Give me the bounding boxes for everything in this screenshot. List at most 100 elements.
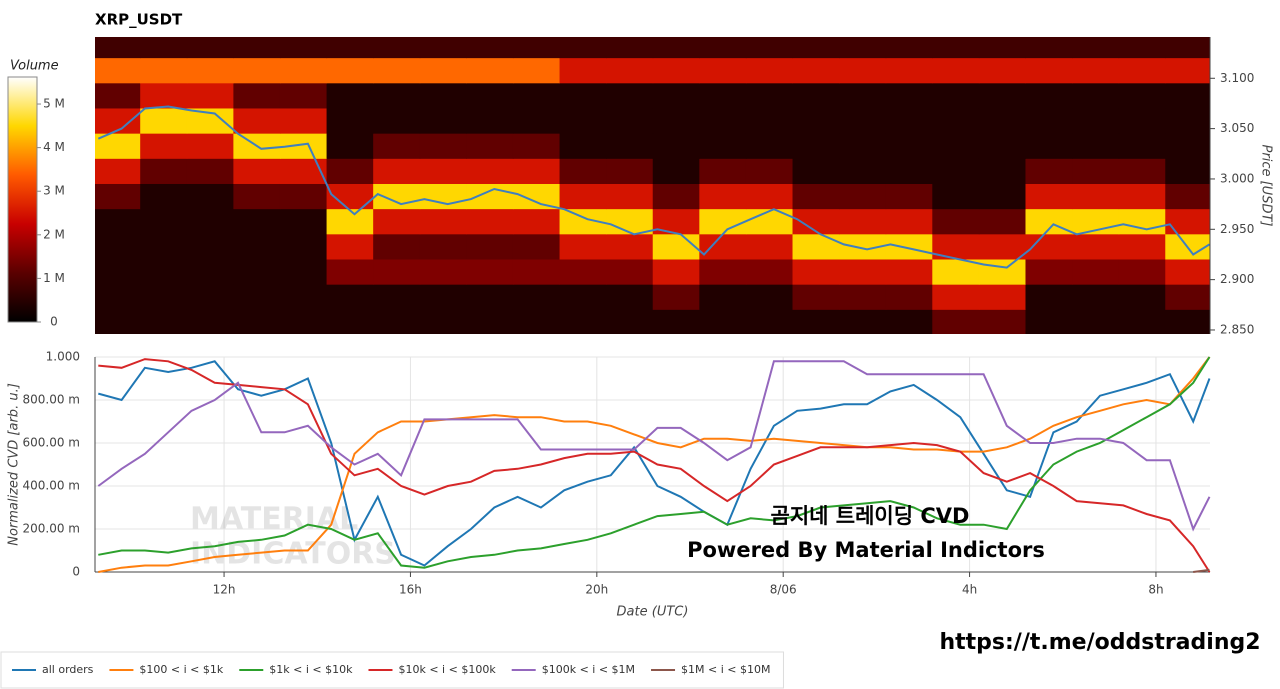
- heat-cell: [606, 82, 654, 109]
- x-tick-label: 12h: [213, 583, 236, 597]
- heat-cell: [140, 107, 188, 134]
- heat-cell: [326, 233, 374, 260]
- legend-label: $1M < i < $10M: [681, 663, 770, 676]
- price-line: [97, 105, 1210, 269]
- heat-cell: [326, 57, 374, 84]
- heat-cell: [466, 57, 514, 84]
- heat-cell: [186, 284, 234, 310]
- heat-cell: [745, 133, 794, 159]
- heat-cell: [699, 208, 747, 235]
- heat-cell: [978, 183, 1026, 210]
- heat-cell: [1118, 57, 1166, 84]
- y-tick-label: 3.100: [1220, 71, 1254, 85]
- heat-cell: [279, 309, 328, 334]
- heat-cell: [233, 284, 281, 310]
- heat-cell: [1072, 309, 1120, 334]
- watermark: MATERIAL: [190, 502, 358, 537]
- heat-cell: [140, 309, 188, 334]
- heat-cell: [512, 233, 561, 260]
- y-tick-label: 3.050: [1220, 121, 1254, 135]
- heat-cell: [512, 57, 561, 84]
- heat-cell: [606, 208, 654, 235]
- heat-cell: [932, 57, 980, 84]
- heat-cell: [512, 82, 561, 109]
- heat-cell: [1072, 133, 1120, 159]
- heat-cell: [1118, 233, 1166, 260]
- heat-cell: [419, 57, 467, 84]
- colorbar-tick-label: 1 M: [43, 271, 65, 285]
- heat-cell: [559, 284, 607, 310]
- heat-cell: [699, 233, 747, 260]
- colorbar-label: Volume: [10, 59, 59, 74]
- heat-cell: [140, 57, 188, 84]
- heat-cell: [839, 309, 887, 334]
- heat-cell: [606, 57, 654, 84]
- heat-cell: [373, 309, 421, 334]
- heat-cell: [652, 57, 700, 84]
- heat-cell: [1072, 82, 1120, 109]
- heat-cell: [885, 82, 933, 109]
- heat-cell: [233, 57, 281, 84]
- heat-cell: [419, 107, 467, 134]
- heat-cell: [95, 284, 141, 310]
- y-tick-label: 2.900: [1220, 272, 1254, 286]
- heat-cell: [1165, 208, 1210, 235]
- heat-cell: [326, 82, 374, 109]
- series-lines: [97, 356, 1211, 573]
- heat-cell: [1165, 309, 1210, 334]
- heat-cell: [699, 107, 747, 134]
- heat-cell: [186, 107, 234, 134]
- heat-cell: [466, 233, 514, 260]
- y-axis-label: Normalized CVD [arb. u.]: [7, 383, 22, 546]
- heat-cell: [186, 208, 234, 235]
- heat-cell: [512, 158, 561, 184]
- heat-cell: [839, 183, 887, 210]
- heat-cell: [1072, 233, 1120, 260]
- heat-cell: [699, 183, 747, 210]
- heat-cell: [1118, 183, 1166, 210]
- y-tick-label: 400.00 m: [23, 479, 81, 493]
- heat-cell: [326, 284, 374, 310]
- heat-cell: [512, 309, 561, 334]
- heat-cell: [95, 82, 141, 109]
- heat-cell: [745, 37, 794, 59]
- heat-cell: [140, 258, 188, 285]
- heat-cell: [95, 183, 141, 210]
- heat-cell: [932, 258, 980, 285]
- heat-cell: [559, 57, 607, 84]
- x-tick-label: 20h: [585, 583, 608, 597]
- heat-cell: [373, 82, 421, 109]
- heat-cell: [978, 258, 1026, 285]
- heat-cell: [419, 284, 467, 310]
- heat-cell: [559, 258, 607, 285]
- heat-cell: [652, 258, 700, 285]
- heat-cell: [140, 208, 188, 235]
- heat-cell: [419, 258, 467, 285]
- heat-cell: [373, 258, 421, 285]
- heat-cell: [559, 107, 607, 134]
- heat-cell: [233, 258, 281, 285]
- heat-cell: [559, 133, 607, 159]
- heat-cell: [559, 309, 607, 334]
- legend-label: $100k < i < $1M: [542, 663, 635, 676]
- y-tick-label: 600.00 m: [23, 436, 81, 450]
- heat-cell: [978, 284, 1026, 310]
- heat-cell: [745, 258, 794, 285]
- heat-cell: [606, 158, 654, 184]
- heat-cell: [326, 208, 374, 235]
- heat-cell: [1025, 258, 1073, 285]
- heat-cell: [186, 309, 234, 334]
- heat-cell: [419, 158, 467, 184]
- heat-cell: [792, 284, 840, 310]
- heat-cell: [932, 309, 980, 334]
- heat-cell: [279, 284, 328, 310]
- heat-cell: [233, 233, 281, 260]
- annotation: 곰지네 트레이딩 CVD: [771, 504, 970, 528]
- heat-cell: [279, 57, 328, 84]
- heat-cell: [1165, 133, 1210, 159]
- heat-cell: [792, 57, 840, 84]
- heat-cell: [186, 233, 234, 260]
- heat-cell: [932, 158, 980, 184]
- heat-cell: [885, 57, 933, 84]
- heat-cell: [652, 233, 700, 260]
